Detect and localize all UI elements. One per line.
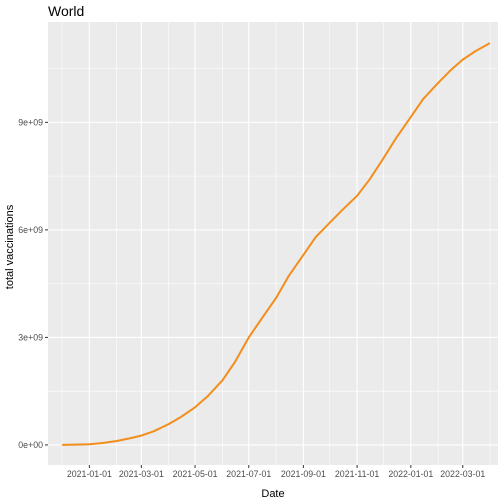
y-tick-label: 0e+00: [18, 440, 43, 450]
x-tick-label: 2022-01-01: [388, 469, 433, 479]
y-tick-label: 3e+09: [18, 332, 43, 342]
y-axis-title: total vaccinations: [4, 204, 16, 289]
y-tick-label: 9e+09: [18, 117, 43, 127]
series-layer: [61, 42, 491, 446]
y-tick-label: 6e+09: [18, 225, 43, 235]
x-tick-label: 2022-03-01: [440, 469, 485, 479]
major-gridlines: [48, 22, 498, 465]
x-tick-label: 2021-11-01: [335, 469, 379, 479]
x-axis-title: Date: [261, 488, 284, 500]
x-tick-label: 2021-03-01: [119, 469, 164, 479]
x-tick-label: 2021-05-01: [173, 469, 218, 479]
x-tick-label: 2021-07-01: [226, 469, 271, 479]
series-line: [61, 42, 491, 446]
plot-panel: [48, 22, 498, 465]
x-tick-label: 2021-01-01: [67, 469, 112, 479]
x-tick-label: 2021-09-01: [281, 469, 326, 479]
chart-title: World: [48, 3, 84, 19]
y-axis: 0e+00 3e+09 6e+09 9e+09: [18, 117, 48, 450]
x-axis: 2021-01-01 2021-03-01 2021-05-01 2021-07-01…: [67, 465, 485, 479]
